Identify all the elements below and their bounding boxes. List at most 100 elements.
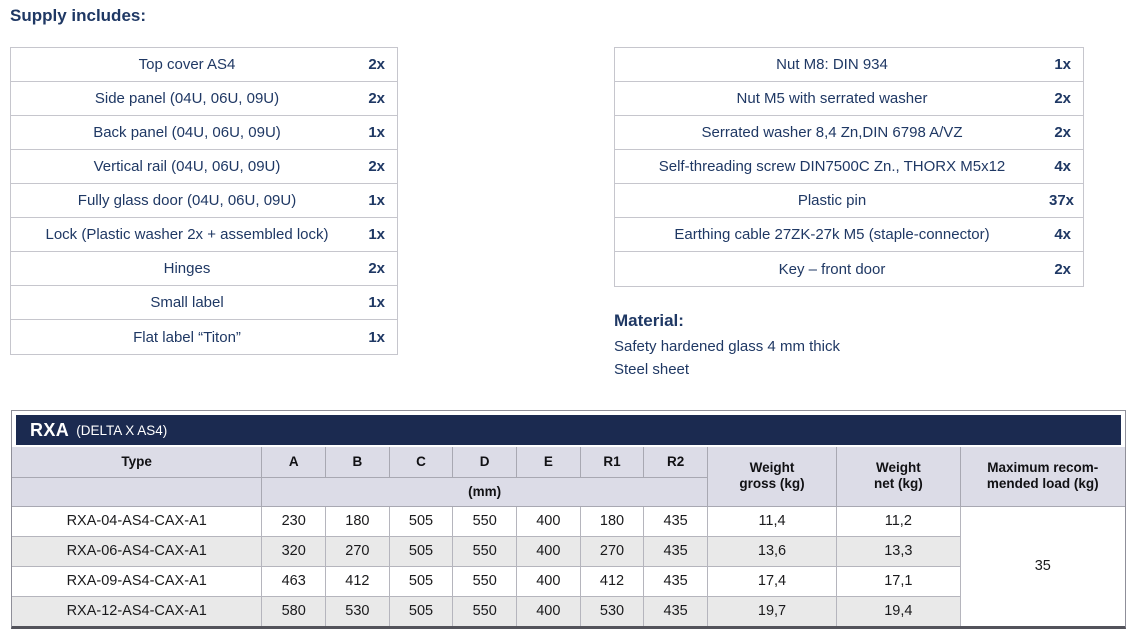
cell-weight-gross: 13,6 [706, 535, 838, 567]
spec-header-row: Type A B C D E R1 R2 Weight gross (kg) W… [11, 446, 1126, 507]
supply-item: Hinges 2x [11, 252, 397, 286]
cell-c: 505 [388, 565, 454, 597]
supply-item: Nut M8: DIN 934 1x [615, 48, 1083, 82]
cell-a: 580 [261, 595, 327, 627]
col-header-r2: R2 [643, 446, 708, 478]
cell-b: 412 [325, 565, 390, 597]
cell-d: 550 [452, 595, 517, 627]
cell-e: 400 [516, 505, 581, 537]
spec-table-block: RXA (DELTA X AS4) Type A B C D E R1 R2 W… [11, 410, 1126, 629]
supply-item-qty: 2x [368, 90, 385, 107]
supply-item-qty: 2x [1054, 124, 1071, 141]
supply-item: Vertical rail (04U, 06U, 09U) 2x [11, 150, 397, 184]
unit-row-type-spacer [11, 476, 263, 507]
cell-a: 320 [261, 535, 327, 567]
cell-type: RXA-06-AS4-CAX-A1 [11, 535, 263, 567]
supply-item-qty: 1x [368, 226, 385, 243]
supply-item: Plastic pin 37x [615, 184, 1083, 218]
cell-r1: 270 [579, 535, 645, 567]
spec-row: RXA-04-AS4-CAX-A1 230 180 505 550 400 18… [11, 505, 1126, 627]
supply-item: Back panel (04U, 06U, 09U) 1x [11, 116, 397, 150]
cell-r1: 180 [579, 505, 645, 537]
cell-r2: 435 [643, 505, 708, 537]
cell-r1: 412 [579, 565, 645, 597]
cell-weight-net: 13,3 [836, 535, 961, 567]
supply-item: Side panel (04U, 06U, 09U) 2x [11, 82, 397, 116]
material-line: Steel sheet [614, 361, 690, 378]
supply-item: Lock (Plastic washer 2x + assembled lock… [11, 218, 397, 252]
col-header-max-load: Maximum recom- mended load (kg) [959, 446, 1126, 507]
supply-item-qty: 1x [368, 124, 385, 141]
supply-item: Nut M5 with serrated washer 2x [615, 82, 1083, 116]
supply-item: Top cover AS4 2x [11, 48, 397, 82]
supply-item: Self-threading screw DIN7500C Zn., THORX… [615, 150, 1083, 184]
supply-includes-heading: Supply includes: [10, 6, 147, 25]
material-line: Safety hardened glass 4 mm thick [614, 338, 840, 355]
supply-item-name: Side panel (04U, 06U, 09U) [94, 90, 280, 107]
cell-weight-net: 19,4 [836, 595, 961, 627]
spec-table-title-bar: RXA (DELTA X AS4) [16, 415, 1121, 445]
supply-item-name: Flat label “Titon” [133, 328, 241, 346]
supply-item: Fully glass door (04U, 06U, 09U) 1x [11, 184, 397, 218]
cell-r2: 435 [643, 595, 708, 627]
supply-item-name: Serrated washer 8,4 Zn,DIN 6798 A/VZ [701, 124, 963, 141]
supply-item-qty: 1x [368, 328, 385, 346]
supply-item-name: Plastic pin [797, 192, 867, 209]
cell-b: 530 [325, 595, 390, 627]
cell-r2: 435 [643, 565, 708, 597]
cell-weight-gross: 19,7 [706, 595, 838, 627]
supply-item-qty: 2x [1054, 90, 1071, 107]
supply-item-name: Small label [150, 294, 224, 311]
supply-item-name: Hinges [163, 260, 211, 277]
supply-item-qty: 1x [368, 294, 385, 311]
cell-r1: 530 [579, 595, 645, 627]
cell-type: RXA-09-AS4-CAX-A1 [11, 565, 263, 597]
material-heading: Material: [614, 311, 684, 330]
supply-item: Flat label “Titon” 1x [11, 320, 397, 354]
cell-a: 463 [261, 565, 327, 597]
cell-r2: 435 [643, 535, 708, 567]
supply-item: Earthing cable 27ZK-27k M5 (staple-conne… [615, 218, 1083, 252]
supply-item-name: Back panel (04U, 06U, 09U) [93, 124, 281, 141]
series-subtitle: (DELTA X AS4) [76, 422, 168, 438]
cell-d: 550 [452, 535, 517, 567]
cell-b: 270 [325, 535, 390, 567]
spec-row: RXA-09-AS4-CAX-A1 463 412 505 550 400 41… [11, 565, 1125, 597]
supply-item-qty: 1x [368, 192, 385, 209]
supply-list-left: Top cover AS4 2x Side panel (04U, 06U, 0… [10, 47, 398, 355]
cell-e: 400 [516, 565, 581, 597]
supply-item-qty: 1x [1054, 56, 1071, 73]
supply-item-name: Key – front door [778, 260, 886, 278]
cell-e: 400 [516, 535, 581, 567]
col-header-a: A [261, 446, 327, 478]
cell-weight-net: 11,2 [836, 505, 961, 537]
col-header-b: B [325, 446, 390, 478]
supply-item: Key – front door 2x [615, 252, 1083, 286]
cell-c: 505 [388, 505, 454, 537]
cell-c: 505 [388, 595, 454, 627]
cell-e: 400 [516, 595, 581, 627]
supply-item-qty: 2x [1054, 260, 1071, 278]
col-header-r1: R1 [579, 446, 645, 478]
col-header-d: D [452, 446, 517, 478]
supply-item-name: Fully glass door (04U, 06U, 09U) [77, 192, 297, 209]
supply-item-qty: 4x [1054, 158, 1071, 175]
col-header-weight-net: Weight net (kg) [836, 446, 961, 507]
cell-weight-net: 17,1 [836, 565, 961, 597]
unit-label-mm: (mm) [261, 476, 708, 507]
cell-type: RXA-12-AS4-CAX-A1 [11, 595, 263, 627]
supply-item-qty: 4x [1054, 226, 1071, 243]
supply-item-name: Nut M5 with serrated washer [736, 90, 928, 107]
col-header-weight-gross: Weight gross (kg) [706, 446, 838, 507]
material-section: Material: Safety hardened glass 4 mm thi… [614, 311, 840, 381]
cell-weight-gross: 17,4 [706, 565, 838, 597]
cell-type: RXA-04-AS4-CAX-A1 [11, 505, 263, 537]
supply-item-qty: 2x [368, 56, 385, 73]
supply-item: Serrated washer 8,4 Zn,DIN 6798 A/VZ 2x [615, 116, 1083, 150]
supply-item-name: Vertical rail (04U, 06U, 09U) [93, 158, 281, 175]
col-header-c: C [388, 446, 454, 478]
col-header-e: E [516, 446, 581, 478]
supply-item-name: Self-threading screw DIN7500C Zn., THORX… [658, 158, 1006, 175]
col-header-type: Type [11, 446, 263, 478]
